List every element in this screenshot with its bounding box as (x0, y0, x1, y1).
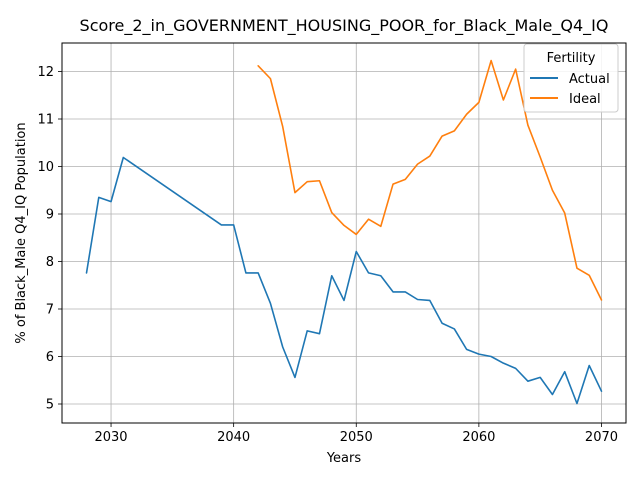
legend: Fertility Actual Ideal (523, 43, 619, 113)
x-tick-label: 2030 (94, 430, 127, 445)
y-tick-label: 9 (46, 208, 54, 223)
grid-layer (62, 43, 626, 423)
legend-label-ideal: Ideal (569, 92, 601, 107)
x-axis-title: Years (326, 451, 362, 466)
x-tick-label: 2040 (217, 430, 250, 445)
plot-frame (61, 42, 627, 424)
series-layer (85, 59, 603, 405)
y-axis-title: % of Black_Male Q4_IQ Population (14, 122, 29, 343)
legend-title: Fertility (547, 51, 596, 66)
y-tick-label: 12 (37, 65, 54, 80)
series-line-actual (85, 156, 603, 405)
x-tick-label: 2060 (462, 430, 495, 445)
y-tick-label: 10 (37, 160, 54, 175)
x-tick-label: 2050 (340, 430, 373, 445)
y-tick-label: 11 (37, 113, 54, 128)
tick-layer: 2030 2040 2050 2060 2070 5 6 7 8 9 10 11 12 (37, 65, 618, 445)
y-tick-label: 6 (46, 350, 54, 365)
y-tick-label: 7 (46, 303, 54, 318)
legend-label-actual: Actual (569, 72, 610, 87)
chart-title: Score_2_in_GOVERNMENT_HOUSING_POOR_for_B… (80, 16, 609, 36)
x-tick-label: 2070 (585, 430, 618, 445)
series-line-ideal (257, 59, 603, 301)
y-tick-label: 8 (46, 255, 54, 270)
y-tick-label: 5 (46, 398, 54, 413)
legend-box (523, 43, 619, 113)
